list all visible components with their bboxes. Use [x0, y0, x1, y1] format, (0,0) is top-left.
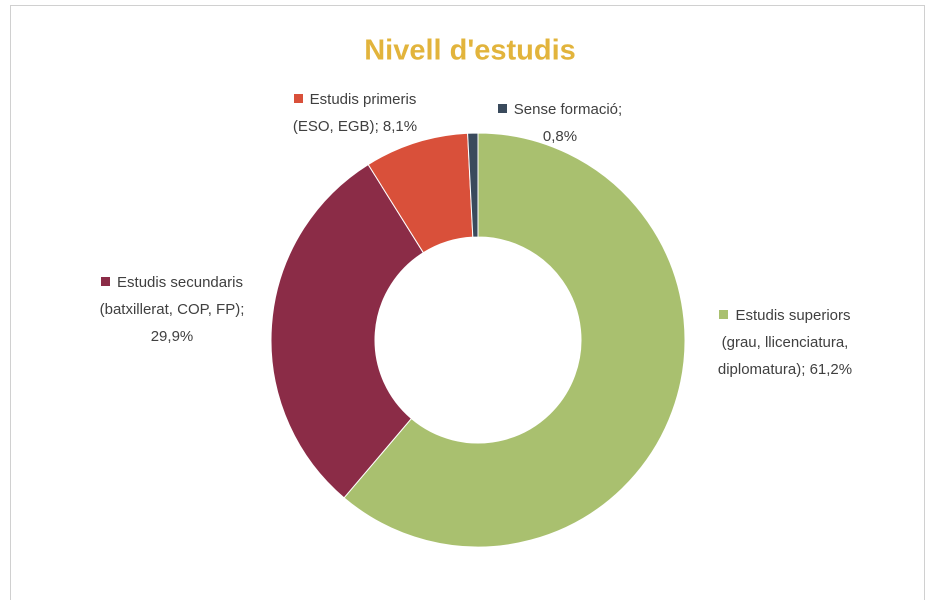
- legend-swatch: [293, 94, 303, 103]
- legend-swatch: [101, 277, 111, 286]
- donut-slice: [343, 132, 686, 548]
- category-label: Estudis primeris (ESO, EGB): [292, 91, 417, 135]
- category-label: Sense formació: [513, 101, 619, 118]
- data-label: Estudis primeris (ESO, EGB); 8,1%: [285, 86, 425, 140]
- label-separator: ;: [374, 118, 379, 135]
- label-separator: ;: [618, 101, 623, 118]
- category-label: Estudis secundaris (batxillerat, COP, FP…: [99, 274, 243, 318]
- legend-swatch: [497, 104, 507, 113]
- legend-swatch: [719, 310, 729, 319]
- chart-title: Nivell d'estudis: [364, 35, 576, 67]
- data-label: Estudis superiors (grau, llicenciatura, …: [710, 302, 860, 383]
- category-label: Estudis superiors (grau, llicenciatura, …: [717, 307, 851, 378]
- value-label: 0,8%: [542, 128, 578, 145]
- value-label: 8,1%: [382, 118, 418, 135]
- label-separator: ;: [801, 361, 806, 378]
- donut-slice: [467, 132, 479, 238]
- data-label: Estudis secundaris (batxillerat, COP, FP…: [97, 269, 247, 350]
- data-label: Sense formació; 0,8%: [495, 96, 625, 150]
- label-separator: ;: [240, 301, 245, 318]
- value-label: 29,9%: [150, 328, 194, 345]
- value-label: 61,2%: [809, 361, 853, 378]
- donut-slice: [270, 163, 425, 499]
